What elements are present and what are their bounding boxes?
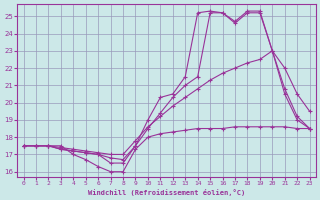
X-axis label: Windchill (Refroidissement éolien,°C): Windchill (Refroidissement éolien,°C) — [88, 189, 245, 196]
